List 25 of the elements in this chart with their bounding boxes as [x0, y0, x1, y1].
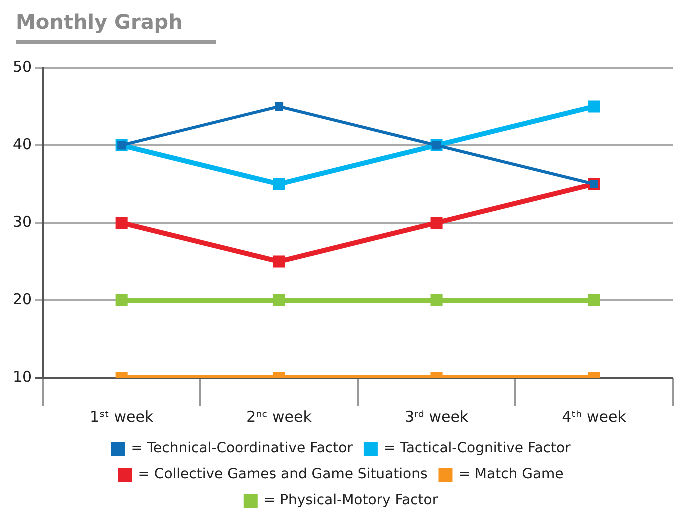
- legend-label: = Match Game: [458, 466, 564, 483]
- legend-label: = Technical-Coordinative Factor: [131, 440, 354, 457]
- point: [116, 216, 128, 230]
- point: [588, 294, 600, 307]
- point: [430, 294, 443, 307]
- point: [273, 178, 286, 190]
- y-tick-label: 40: [12, 135, 32, 154]
- x-tick-label: 3ʳᵈ week: [404, 408, 469, 426]
- x-tick-label: 1ˢᵗ week: [90, 408, 154, 426]
- legend-label: = Physical-Motory Factor: [264, 492, 438, 509]
- y-tick-label: 20: [12, 290, 32, 308]
- point: [430, 216, 443, 230]
- y-tick-label: 30: [12, 212, 32, 231]
- point: [273, 294, 286, 307]
- legend-label: = Tactical-Cognitive Factor: [384, 440, 572, 457]
- x-tick-label: 4ᵗʰ week: [562, 408, 627, 426]
- legend-label: = Collective Games and Game Situations: [138, 466, 428, 483]
- point: [275, 102, 284, 111]
- y-tick-label: 10: [12, 368, 32, 386]
- y-tick-label: 50: [12, 58, 32, 76]
- point: [588, 100, 600, 113]
- point: [273, 256, 286, 268]
- chart-title: Monthly Graph: [16, 10, 183, 34]
- x-tick-label: 2ⁿᶜ week: [246, 408, 312, 426]
- point: [116, 294, 128, 307]
